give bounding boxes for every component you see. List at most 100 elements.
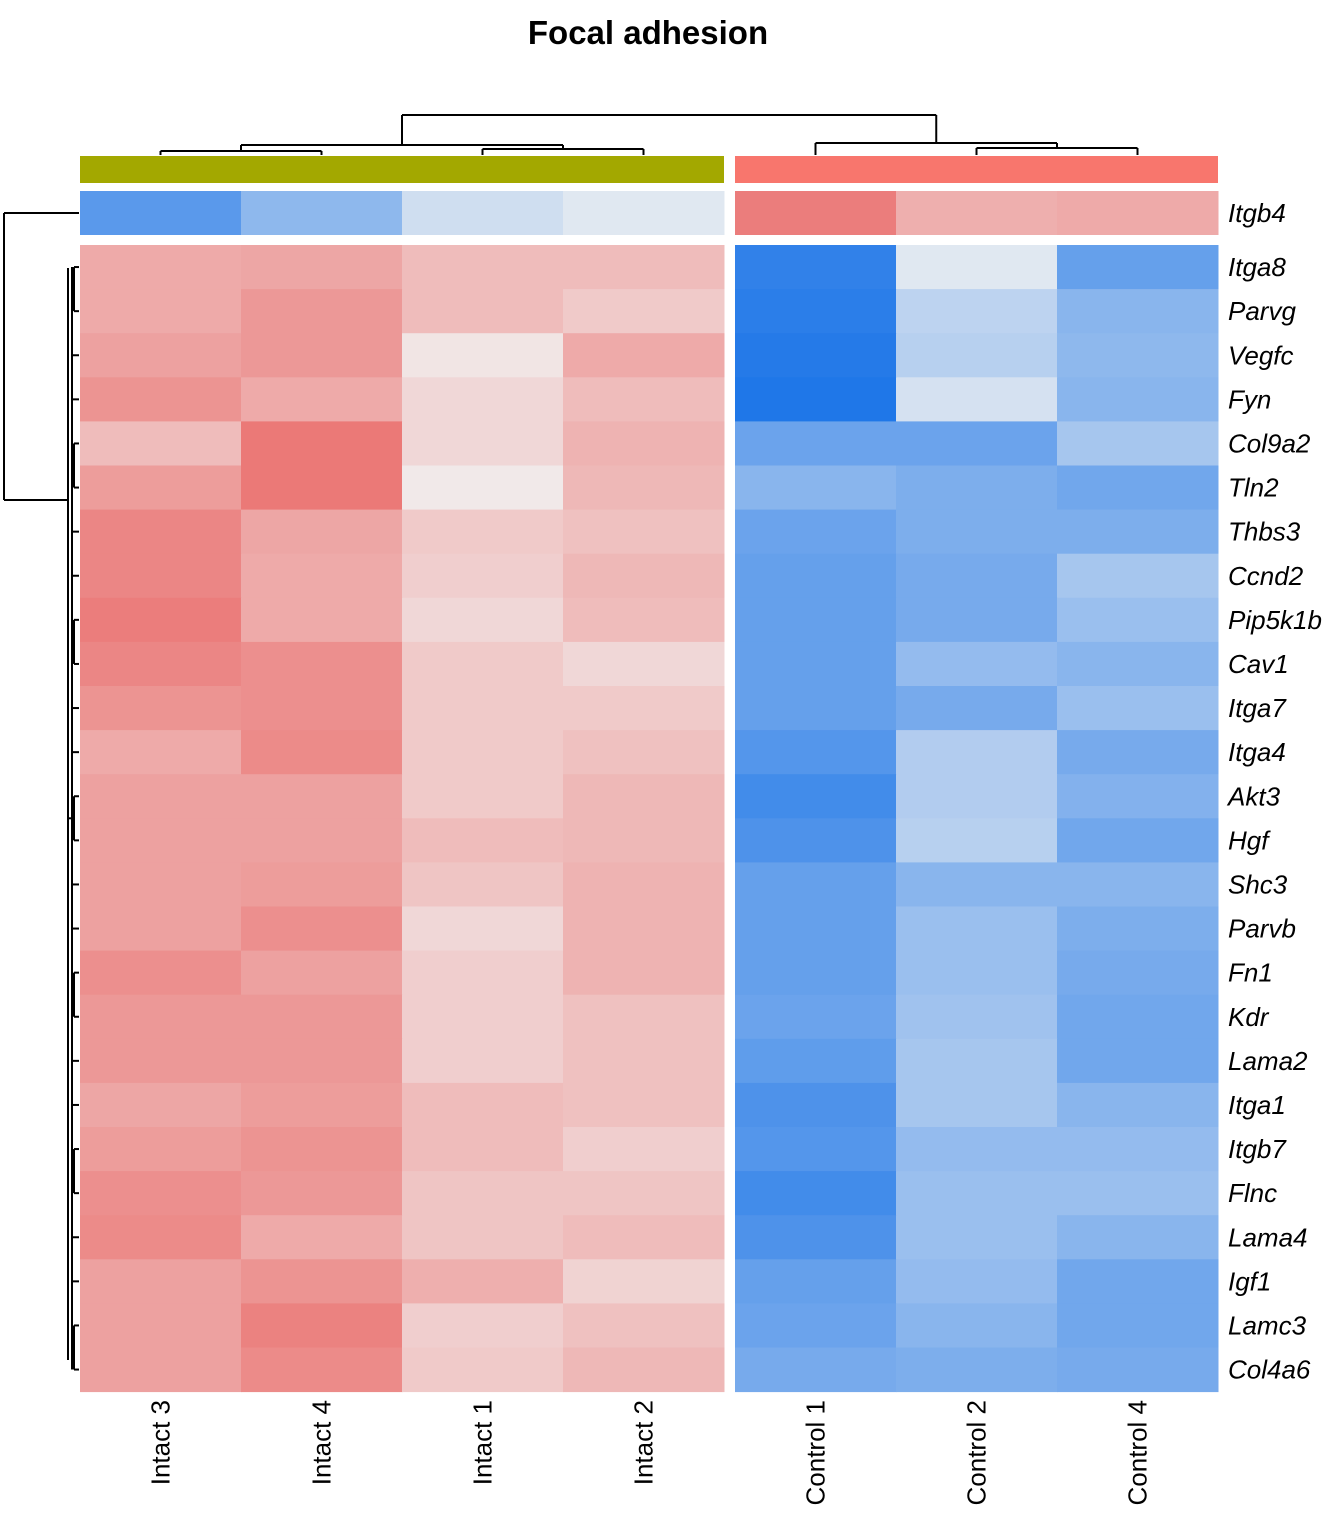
- heatmap-cell: [563, 553, 725, 599]
- heatmap-cell: [896, 730, 1058, 775]
- heatmap-cell: [735, 245, 897, 290]
- heatmap-cell: [896, 906, 1058, 952]
- column-label: Intact 3: [146, 1400, 176, 1485]
- heatmap-cell: [80, 465, 242, 511]
- row-label: Lamc3: [1228, 1310, 1307, 1340]
- heatmap-cell: [241, 333, 403, 378]
- heatmap-cell: [241, 818, 403, 863]
- group-bar-control: [735, 156, 1218, 183]
- heatmap-cell: [563, 730, 725, 775]
- heatmap-cell: [241, 1303, 403, 1348]
- column-labels: Intact 3 Intact 4 Intact 1 Intact 2 Control …: [146, 1400, 1153, 1506]
- heatmap-cell: [563, 333, 725, 378]
- heatmap-cell: [402, 1082, 564, 1128]
- heatmap-cell: [563, 774, 725, 819]
- heatmap-cell: [1057, 1127, 1219, 1172]
- row-label: Col4a6: [1228, 1355, 1311, 1385]
- heatmap-cell: [80, 1127, 242, 1172]
- top-row-heatmap: [80, 191, 1219, 235]
- heatmap-cell: [896, 686, 1058, 731]
- heatmap-cell: [1057, 1347, 1219, 1393]
- column-label: Control 1: [801, 1400, 831, 1506]
- column-label: Intact 2: [629, 1400, 659, 1485]
- heatmap-cell: [80, 1038, 242, 1084]
- heatmap-cell: [1057, 377, 1219, 422]
- heatmap-cell: [563, 1303, 725, 1348]
- column-label: Intact 4: [307, 1400, 337, 1485]
- heatmap-cell: [896, 421, 1058, 466]
- heatmap-cell: [1057, 245, 1219, 290]
- heatmap-cell: [735, 774, 897, 819]
- row-label: Kdr: [1228, 1002, 1270, 1032]
- row-label: Ccnd2: [1228, 561, 1304, 591]
- heatmap-cell: [735, 1082, 897, 1128]
- row-label: Hgf: [1228, 825, 1271, 855]
- heatmap-cell: [563, 1127, 725, 1172]
- heatmap-cell: [402, 333, 564, 378]
- column-dendrogram: [159, 114, 1139, 155]
- heatmap-cell: [735, 1347, 897, 1393]
- heatmap-cell: [563, 818, 725, 863]
- heatmap-cell: [241, 686, 403, 731]
- heatmap-cell: [241, 1259, 403, 1304]
- heatmap-cell: [896, 377, 1058, 422]
- heatmap-cell: [896, 597, 1058, 643]
- heatmap-cell: [402, 686, 564, 731]
- heatmap-cell: [1057, 686, 1219, 731]
- heatmap-cell: [241, 1347, 403, 1393]
- heatmap-cell: [563, 597, 725, 643]
- heatmap-cell: [402, 377, 564, 422]
- heatmap-cell: [735, 553, 897, 599]
- heatmap-cell: [735, 333, 897, 378]
- heatmap-cell: [735, 289, 897, 334]
- heatmap-cell: [735, 950, 897, 996]
- heatmap-cell: [563, 641, 725, 687]
- heatmap-cell: [1057, 597, 1219, 643]
- top-row-cell: [402, 191, 564, 235]
- heatmap-cell: [80, 774, 242, 819]
- heatmap-cell: [563, 289, 725, 334]
- heatmap-cell: [402, 774, 564, 819]
- heatmap-cell: [1057, 509, 1219, 555]
- row-label: Lama4: [1228, 1222, 1308, 1252]
- heatmap-cell: [402, 509, 564, 555]
- heatmap-cell: [402, 1347, 564, 1393]
- top-row-cell: [896, 191, 1058, 235]
- heatmap-cell: [563, 950, 725, 996]
- heatmap-cell: [1057, 641, 1219, 687]
- heatmap-cell: [735, 1303, 897, 1348]
- heatmap-cell: [402, 465, 564, 511]
- heatmap-cell: [402, 289, 564, 334]
- top-row-cell: [735, 191, 897, 235]
- row-label: Itga4: [1228, 737, 1286, 767]
- row-label-itgb4: Itgb4: [1228, 198, 1286, 228]
- heatmap-cell: [402, 818, 564, 863]
- heatmap-cell: [80, 333, 242, 378]
- heatmap-cell: [80, 553, 242, 599]
- heatmap-cell: [241, 774, 403, 819]
- heatmap-cell: [896, 245, 1058, 290]
- heatmap-cell: [735, 818, 897, 863]
- heatmap-cell: [896, 774, 1058, 819]
- heatmap-cell: [80, 950, 242, 996]
- heatmap-cell: [80, 245, 242, 290]
- heatmap-cell: [896, 641, 1058, 687]
- heatmap-cell: [735, 1127, 897, 1172]
- heatmap-cell: [241, 245, 403, 290]
- row-label: Lama2: [1228, 1046, 1308, 1076]
- heatmap-cell: [563, 245, 725, 290]
- heatmap-cell: [735, 1171, 897, 1216]
- heatmap-cell: [402, 1215, 564, 1260]
- heatmap-cell: [241, 597, 403, 643]
- heatmap-cell: [735, 994, 897, 1040]
- heatmap-cell: [896, 1127, 1058, 1172]
- heatmap-cell: [896, 1303, 1058, 1348]
- heatmap-cell: [402, 950, 564, 996]
- row-label: Col9a2: [1228, 428, 1311, 458]
- heatmap-cell: [241, 1171, 403, 1216]
- top-row-cell: [241, 191, 403, 235]
- heatmap-cell: [735, 509, 897, 555]
- heatmap-cell: [1057, 421, 1219, 466]
- heatmap-cell: [563, 862, 725, 907]
- heatmap-cell: [402, 553, 564, 599]
